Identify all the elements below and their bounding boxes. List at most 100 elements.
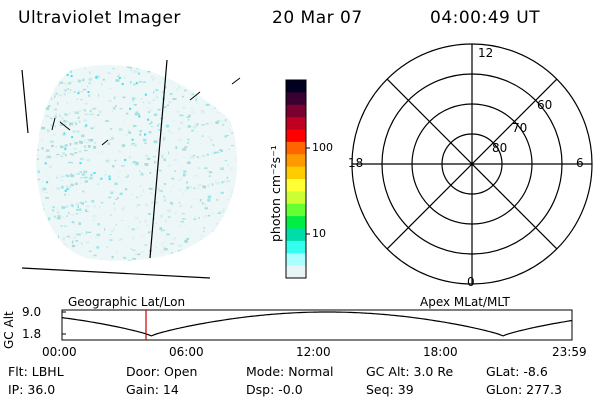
speckle xyxy=(73,121,77,125)
speckle xyxy=(77,205,79,209)
speckle xyxy=(232,96,237,98)
speckle xyxy=(96,233,101,237)
speckle xyxy=(230,145,235,147)
speckle xyxy=(103,174,107,176)
speckle xyxy=(164,132,166,134)
speckle xyxy=(183,157,185,159)
speckle xyxy=(81,134,85,138)
speckle xyxy=(222,208,225,212)
speckle xyxy=(145,224,150,227)
speckle xyxy=(134,112,139,116)
speckle xyxy=(230,190,234,194)
speckle xyxy=(201,135,204,137)
speckle xyxy=(211,263,214,265)
speckle xyxy=(197,51,200,54)
speckle xyxy=(194,123,199,126)
speckle xyxy=(148,187,153,190)
speckle xyxy=(126,64,129,68)
speckle xyxy=(179,224,182,228)
speckle xyxy=(216,223,218,225)
speckle xyxy=(82,88,87,91)
speckle xyxy=(47,155,52,159)
speckle xyxy=(199,262,201,265)
time-tick-06: 06:00 xyxy=(169,345,204,359)
speckle xyxy=(243,96,246,98)
speckle xyxy=(174,61,176,64)
speckle xyxy=(71,214,75,216)
speckle xyxy=(218,75,220,78)
speckle xyxy=(226,227,229,230)
speckle xyxy=(71,244,76,248)
speckle xyxy=(193,218,197,221)
speckle xyxy=(212,60,215,62)
speckle xyxy=(81,242,83,245)
speckle xyxy=(137,72,141,75)
speckle xyxy=(139,79,142,82)
speckle xyxy=(138,81,142,83)
speckle xyxy=(132,99,135,102)
speckle xyxy=(79,157,84,161)
colorbar-segment xyxy=(286,129,306,143)
speckle xyxy=(163,138,165,141)
speckle xyxy=(121,165,125,167)
speckle xyxy=(205,92,208,95)
speckle xyxy=(215,180,217,184)
speckle xyxy=(225,135,229,137)
speckle xyxy=(235,115,238,118)
speckle xyxy=(100,151,103,153)
speckle xyxy=(63,52,66,54)
speckle xyxy=(36,260,40,261)
gc-alt-value: GC Alt: 3.0 Re xyxy=(366,364,454,379)
speckle xyxy=(139,170,141,173)
speckle xyxy=(41,180,44,183)
speckle xyxy=(85,210,89,212)
speckle xyxy=(73,111,78,114)
time-tick-18: 18:00 xyxy=(423,345,458,359)
speckle xyxy=(91,113,94,116)
coastline-mark xyxy=(101,139,109,146)
speckle-bright xyxy=(44,162,47,165)
speckle xyxy=(155,246,157,248)
speckle xyxy=(83,170,88,173)
speckle xyxy=(141,235,145,238)
speckle xyxy=(195,75,199,77)
speckle xyxy=(144,141,147,143)
speckle xyxy=(163,195,166,198)
speckle xyxy=(37,149,40,151)
speckle xyxy=(237,65,238,68)
speckle xyxy=(236,119,238,122)
speckle xyxy=(70,183,74,187)
speckle xyxy=(197,186,200,190)
speckle xyxy=(59,61,62,63)
speckle xyxy=(226,222,228,225)
speckle xyxy=(195,94,198,98)
time-label: 04:00:49 UT xyxy=(430,8,541,28)
speckle xyxy=(206,153,210,156)
speckle xyxy=(97,223,100,226)
speckle xyxy=(72,57,76,60)
speckle xyxy=(226,198,230,201)
speckle xyxy=(45,157,47,159)
speckle xyxy=(82,78,85,82)
speckle-bright xyxy=(135,82,138,85)
speckle xyxy=(170,73,173,76)
speckle xyxy=(222,242,225,245)
speckle xyxy=(128,156,131,158)
speckle xyxy=(60,225,63,227)
speckle xyxy=(66,102,69,104)
speckle xyxy=(206,170,210,172)
speckle xyxy=(87,139,90,143)
speckle xyxy=(57,102,59,105)
speckle xyxy=(136,204,141,206)
speckle xyxy=(85,170,88,173)
speckle xyxy=(96,246,100,249)
time-tick-00: 00:00 xyxy=(42,345,77,359)
speckle xyxy=(215,243,218,246)
speckle xyxy=(187,138,190,141)
geo-coords-label: Geographic Lat/Lon xyxy=(68,295,186,309)
speckle xyxy=(107,72,111,74)
speckle-bright xyxy=(64,147,67,150)
speckle-bright xyxy=(144,133,146,136)
speckle xyxy=(159,169,162,172)
speckle xyxy=(152,99,155,101)
